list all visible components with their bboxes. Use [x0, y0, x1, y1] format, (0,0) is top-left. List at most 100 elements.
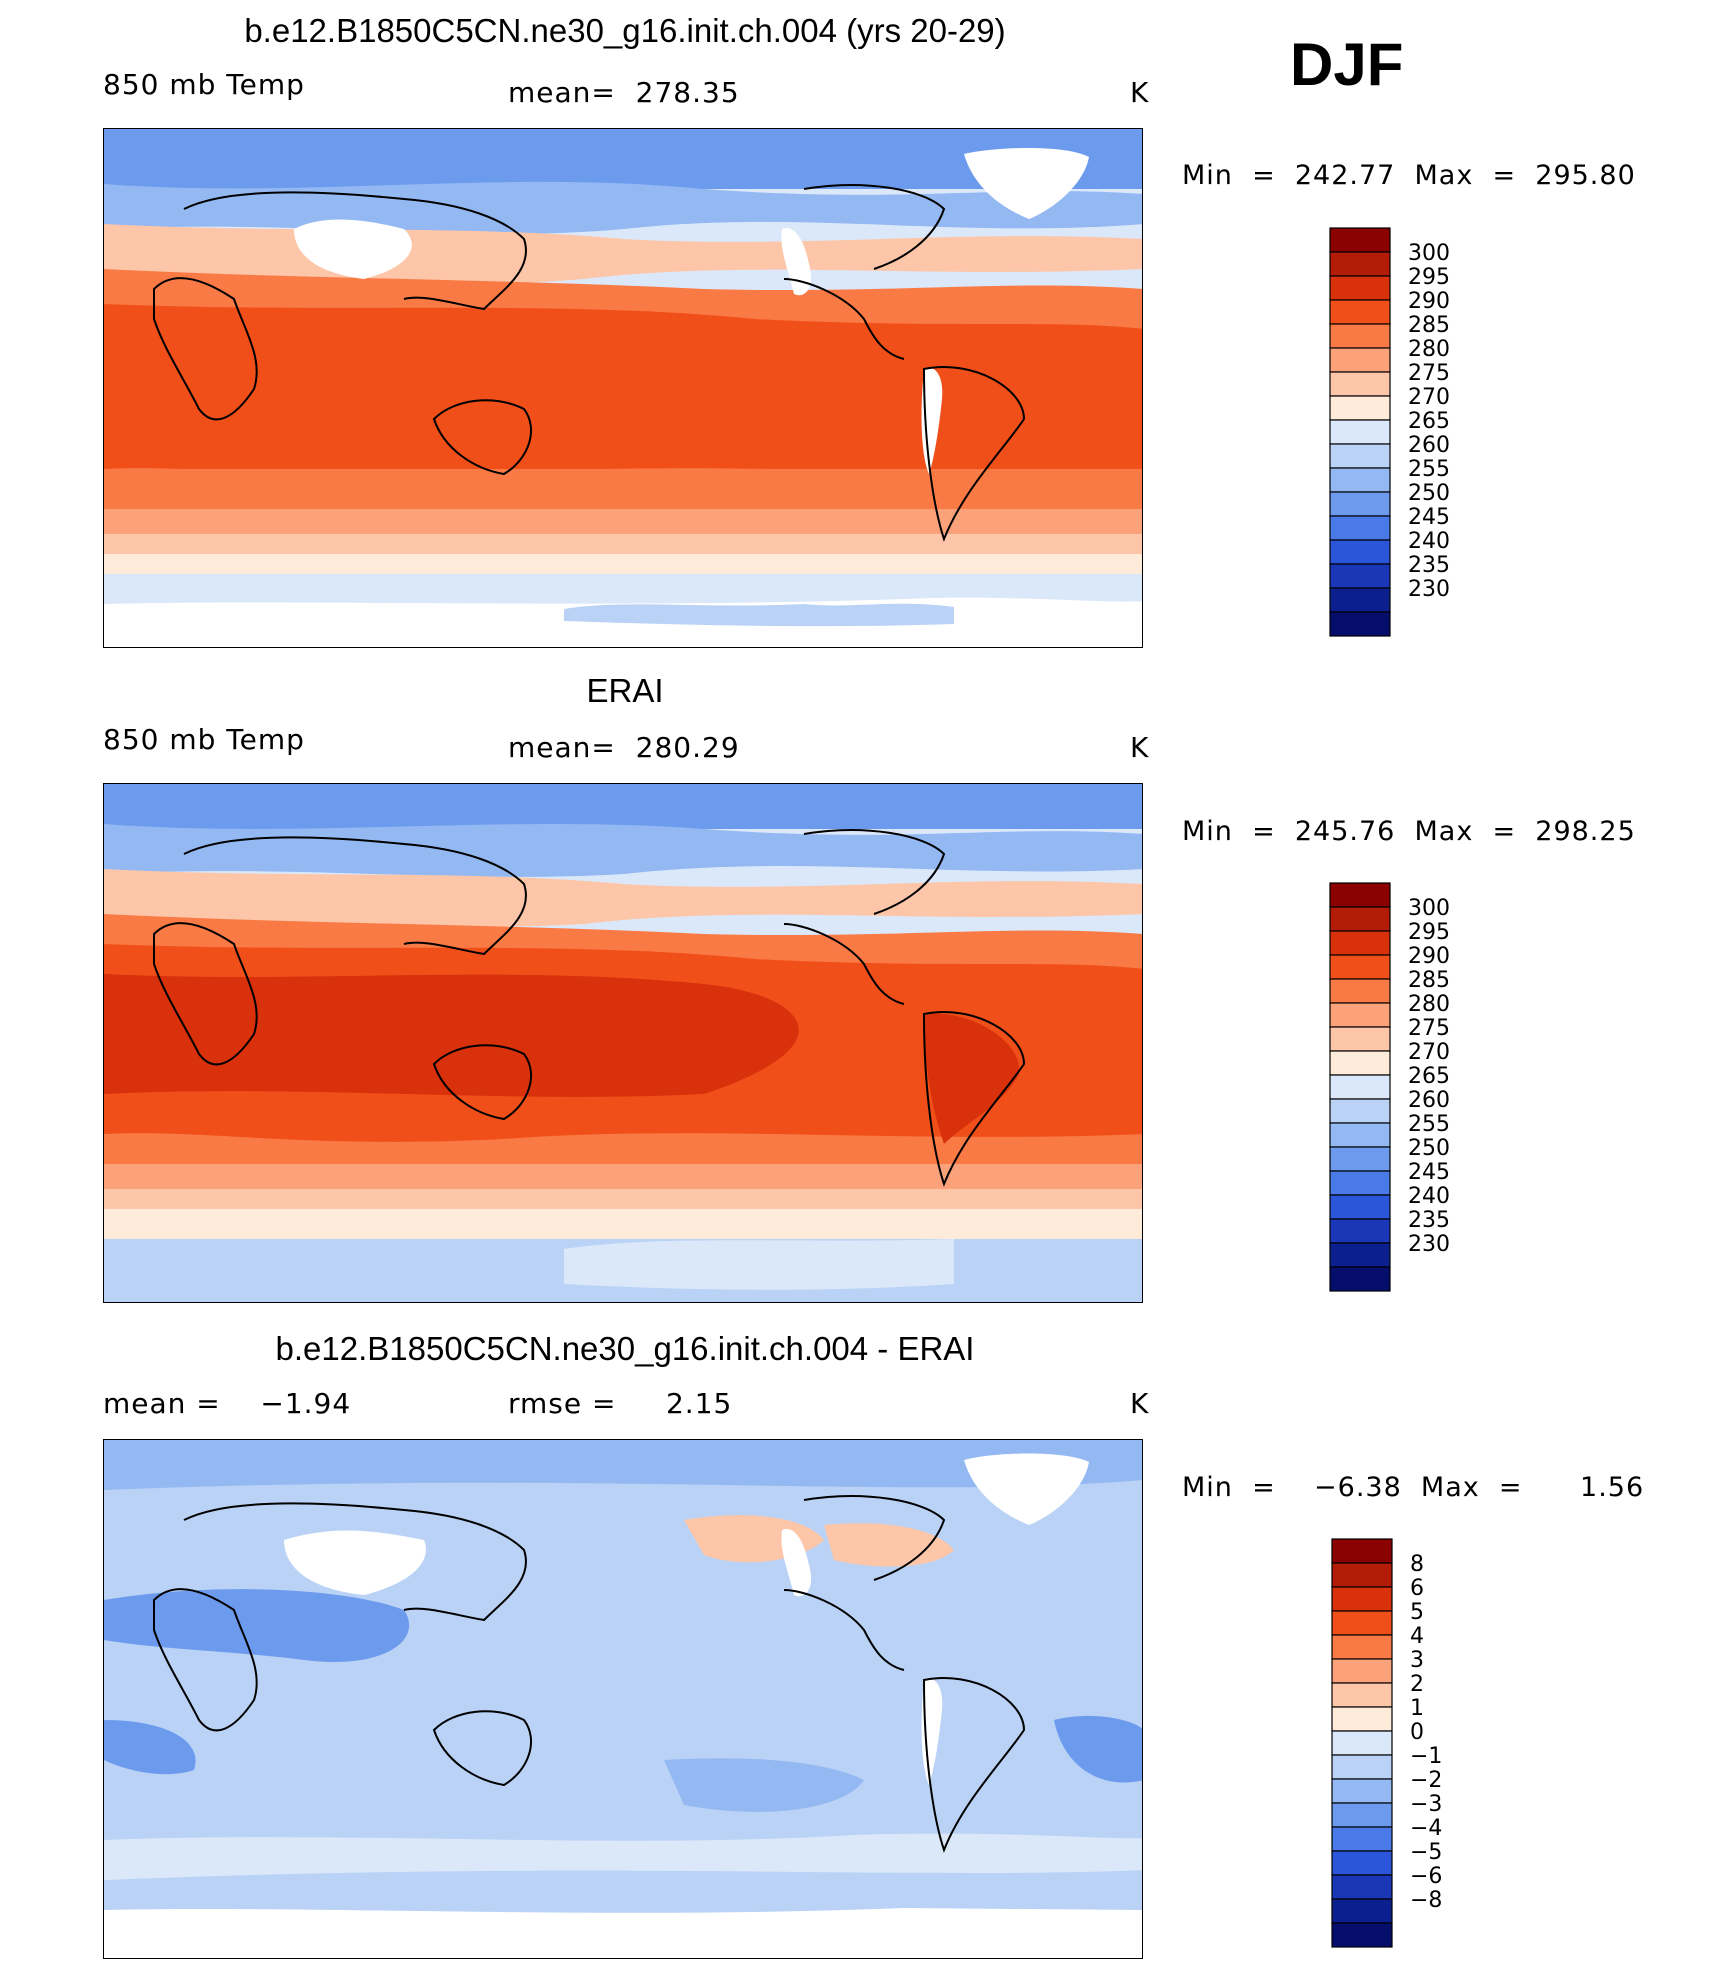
- colorbar-swatch: [1329, 882, 1391, 908]
- colorbar-tick-label: −2: [1410, 1768, 1442, 1793]
- panel-1-title: b.e12.B1850C5CN.ne30_g16.init.ch.004 (yr…: [244, 12, 1006, 49]
- colorbar-tick-label: 260: [1408, 433, 1450, 458]
- colorbar-swatch: [1331, 1778, 1393, 1804]
- colorbar-tick-label: −6: [1410, 1864, 1442, 1889]
- panel-1-variable-label: 850 mb Temp: [103, 68, 305, 101]
- colorbar-tick-label: 265: [1408, 409, 1450, 434]
- colorbar-tick-label: 275: [1408, 361, 1450, 386]
- colorbar-tick-label: 275: [1408, 1016, 1450, 1041]
- colorbar-tick-label: 295: [1408, 265, 1450, 290]
- panel-3-map-graphic: [104, 1440, 1142, 1958]
- colorbar-swatch: [1331, 1634, 1393, 1660]
- colorbar-tick-label: 295: [1408, 920, 1450, 945]
- colorbar-swatch: [1329, 611, 1391, 637]
- colorbar-swatch: [1331, 1850, 1393, 1876]
- colorbar-tick-label: 235: [1408, 553, 1450, 578]
- colorbar-swatch: [1331, 1682, 1393, 1708]
- colorbar-swatch: [1329, 1266, 1391, 1292]
- colorbar-swatch: [1331, 1610, 1393, 1636]
- colorbar-tick-label: 240: [1408, 529, 1450, 554]
- colorbar-tick-label: 2: [1410, 1672, 1424, 1697]
- colorbar-swatch: [1331, 1874, 1393, 1900]
- colorbar-tick-label: 255: [1408, 457, 1450, 482]
- panel-2-units-label: K: [1130, 731, 1150, 764]
- colorbar-tick-label: 250: [1408, 481, 1450, 506]
- colorbar-swatch: [1329, 347, 1391, 373]
- panel-3-title: b.e12.B1850C5CN.ne30_g16.init.ch.004 - E…: [275, 1330, 975, 1367]
- colorbar-tick-label: 285: [1408, 313, 1450, 338]
- panel-3-map: [103, 1439, 1143, 1959]
- colorbar-swatch: [1329, 395, 1391, 421]
- colorbar-tick-label: 265: [1408, 1064, 1450, 1089]
- panel-2-map: [103, 783, 1143, 1303]
- colorbar-swatch: [1329, 906, 1391, 932]
- colorbar-swatch: [1329, 1026, 1391, 1052]
- colorbar-swatch: [1329, 251, 1391, 277]
- colorbar-tick-label: 230: [1408, 1232, 1450, 1257]
- colorbar-swatch: [1331, 1586, 1393, 1612]
- panel-1-colorbar: 300 295 290 285 280 275 270 265 260 255 250 245 240 2…: [1328, 227, 1528, 640]
- panel-2-map-graphic: [104, 784, 1142, 1302]
- colorbar-tick-label: 230: [1408, 577, 1450, 602]
- colorbar-tick-label: 4: [1410, 1624, 1424, 1649]
- panel-2-variable-label: 850 mb Temp: [103, 723, 305, 756]
- panel-1-colorbar-graphic: 3002952902852802752702652602552502452402…: [1329, 227, 1450, 637]
- colorbar-swatch: [1329, 1050, 1391, 1076]
- panel-2-colorbar-graphic: 3002952902852802752702652602552502452402…: [1329, 882, 1450, 1292]
- colorbar-tick-label: 290: [1408, 944, 1450, 969]
- colorbar-swatch: [1329, 1194, 1391, 1220]
- panel-1-mean-label: mean= 278.35: [508, 76, 740, 109]
- colorbar-tick-label: 300: [1408, 241, 1450, 266]
- colorbar-tick-label: 255: [1408, 1112, 1450, 1137]
- colorbar-tick-label: 285: [1408, 968, 1450, 993]
- colorbar-tick-label: −8: [1410, 1888, 1442, 1913]
- colorbar-tick-label: 5: [1410, 1600, 1424, 1625]
- panel-1-units-label: K: [1130, 76, 1150, 109]
- colorbar-tick-label: 8: [1410, 1552, 1424, 1577]
- colorbar-swatch: [1329, 515, 1391, 541]
- colorbar-swatch: [1329, 299, 1391, 325]
- colorbar-swatch: [1331, 1802, 1393, 1828]
- panel-2-mean-label: mean= 280.29: [508, 731, 740, 764]
- colorbar-swatch: [1329, 978, 1391, 1004]
- panel-3-units-label: K: [1130, 1387, 1150, 1420]
- colorbar-swatch: [1331, 1562, 1393, 1588]
- colorbar-swatch: [1331, 1538, 1393, 1564]
- colorbar-swatch: [1329, 954, 1391, 980]
- colorbar-swatch: [1331, 1922, 1393, 1948]
- colorbar-swatch: [1331, 1898, 1393, 1924]
- colorbar-tick-label: 260: [1408, 1088, 1450, 1113]
- colorbar-swatch: [1331, 1658, 1393, 1684]
- colorbar-tick-label: −1: [1410, 1744, 1442, 1769]
- colorbar-swatch: [1329, 371, 1391, 397]
- colorbar-tick-label: 300: [1408, 896, 1450, 921]
- panel-3-mean-label: mean = −1.94: [103, 1387, 352, 1420]
- panel-3-minmax: Min = −6.38 Max = 1.56: [1182, 1472, 1645, 1503]
- colorbar-tick-label: −5: [1410, 1840, 1442, 1865]
- colorbar-swatch: [1329, 467, 1391, 493]
- colorbar-tick-label: 3: [1410, 1648, 1424, 1673]
- colorbar-tick-label: 250: [1408, 1136, 1450, 1161]
- colorbar-swatch: [1329, 419, 1391, 445]
- colorbar-swatch: [1329, 587, 1391, 613]
- colorbar-tick-label: 270: [1408, 385, 1450, 410]
- colorbar-swatch: [1329, 323, 1391, 349]
- colorbar-swatch: [1329, 1098, 1391, 1124]
- colorbar-tick-label: 240: [1408, 1184, 1450, 1209]
- colorbar-swatch: [1331, 1706, 1393, 1732]
- panel-3-colorbar: 8 6 5 4 3 2 1 0 −1 −2 −3 −4 −5 −6 −8: [1330, 1538, 1530, 1951]
- panel-2-minmax: Min = 245.76 Max = 298.25: [1182, 816, 1636, 847]
- colorbar-tick-label: −4: [1410, 1816, 1442, 1841]
- colorbar-tick-label: 270: [1408, 1040, 1450, 1065]
- colorbar-tick-label: 290: [1408, 289, 1450, 314]
- panel-3-rmse-label: rmse = 2.15: [508, 1387, 733, 1420]
- colorbar-swatch: [1329, 539, 1391, 565]
- colorbar-swatch: [1329, 1002, 1391, 1028]
- panel-2-colorbar: 300 295 290 285 280 275 270 265 260 255 250 245 240 2…: [1328, 882, 1528, 1295]
- season-label: DJF: [1290, 31, 1404, 98]
- colorbar-swatch: [1329, 443, 1391, 469]
- colorbar-tick-label: 1: [1410, 1696, 1424, 1721]
- panel-1-map: [103, 128, 1143, 648]
- colorbar-swatch: [1329, 1122, 1391, 1148]
- colorbar-swatch: [1329, 1218, 1391, 1244]
